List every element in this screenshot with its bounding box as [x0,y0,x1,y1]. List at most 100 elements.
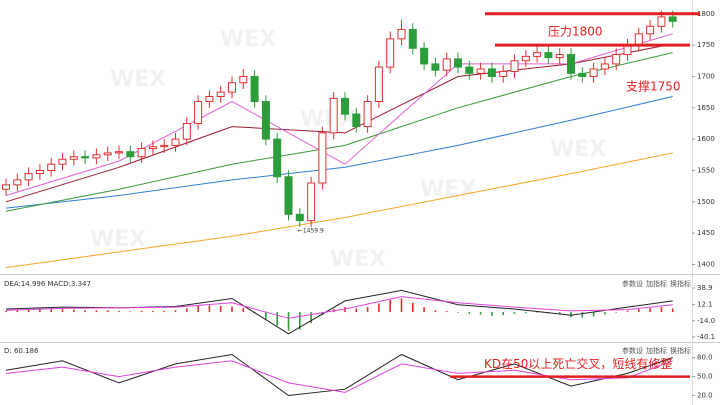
macd-bar [27,309,30,313]
candle-body [261,101,270,140]
indicator-line [5,152,673,269]
macd-bar [163,310,165,313]
candle-body [137,148,146,158]
candle-body [115,151,123,154]
macd-bar [50,309,52,313]
candle-body [499,70,508,77]
candle-body [668,16,677,22]
candle-body [318,132,327,184]
level-label: 压力1800 [548,25,603,39]
candle-body [374,66,383,103]
y-tick-label: 1750 [697,41,715,49]
candle-body [35,169,44,175]
indicator-button[interactable]: 换指标 [670,279,691,288]
candle-body [205,96,214,103]
candle-body [13,179,22,186]
y-tick-label: 80.0 [697,354,713,362]
indicator-button[interactable]: 加指标 [646,279,667,288]
candle-body [397,28,406,40]
candle-body [307,182,316,222]
candle-body [58,158,67,165]
macd-bar [423,307,425,313]
candle-body [250,75,259,103]
y-tick-label: 1600 [697,135,715,143]
candle-body [646,25,655,35]
candle-body [216,91,225,98]
indicator-button[interactable]: 参数设 [622,346,643,355]
candle-body [420,47,429,65]
watermark: WEX [330,247,386,272]
macd-bar [378,303,380,313]
indicator-button[interactable]: 换指标 [670,346,691,355]
macd-bar [16,310,19,313]
watermark: WEX [90,227,146,252]
candle-body [103,152,112,156]
macd-bar [592,312,595,317]
macd-bar [140,310,143,313]
macd-bar [73,309,75,313]
candle-body [171,138,180,146]
candle-body [329,97,338,134]
y-tick-label: 1650 [697,104,715,112]
candle-body [567,54,575,74]
macd-bar [174,310,177,313]
macd-bar [434,310,437,313]
kd-annotation: KD在50以上死亡交叉，短线有修整 [484,356,672,371]
candle-body [533,52,542,57]
candle-body [47,163,56,171]
macd-bar [242,307,245,313]
candle-body [160,144,169,148]
y-tick-label: -40.1 [697,333,715,341]
indicator-button[interactable]: 加指标 [646,346,667,355]
candle-body [465,66,474,74]
indicator-button[interactable]: 参数设 [622,279,643,288]
macd-bar [106,310,109,313]
macd-bar [39,309,41,313]
macd-bar [412,302,414,313]
candle-body [454,58,462,68]
watermark: WEX [550,137,606,162]
candle-body [510,60,519,72]
candle-body [634,33,643,46]
candle-body [2,184,10,190]
macd-bar [615,312,617,313]
macd-bar [366,307,369,313]
y-tick-label: 1500 [697,198,715,206]
macd-bar [457,312,459,313]
candle-body [228,82,236,93]
indicator-label: D: 60.186 [4,347,39,355]
macd-bar [276,312,278,326]
macd-bar [479,312,482,315]
candle-body [352,113,361,128]
macd-bar [265,312,267,320]
candle-body [295,213,304,222]
macd-bar [513,312,516,314]
indicator-line [5,296,673,319]
candle-body [182,122,191,140]
candle-body [69,156,78,160]
macd-bar [344,307,346,313]
candle-body [521,55,530,62]
candle-body [386,38,395,68]
indicator-line [5,360,673,393]
candle-body [544,52,553,59]
candle-body [92,154,101,159]
y-tick-label: 1550 [697,166,715,174]
macd-bar [118,310,120,313]
indicator-line [5,353,673,397]
macd-bar [355,308,358,313]
macd-bar [570,312,572,318]
y-tick-label: 1400 [697,260,715,268]
macd-bar [389,299,391,313]
macd-bar [671,308,674,313]
candle-body [148,146,157,150]
macd-bar [231,306,233,313]
y-tick-label: -14.0 [697,317,715,325]
macd-bar [626,310,629,313]
macd-bar [400,298,403,313]
candle-body [487,68,496,77]
candle-body [363,101,372,128]
macd-bar [129,311,132,313]
